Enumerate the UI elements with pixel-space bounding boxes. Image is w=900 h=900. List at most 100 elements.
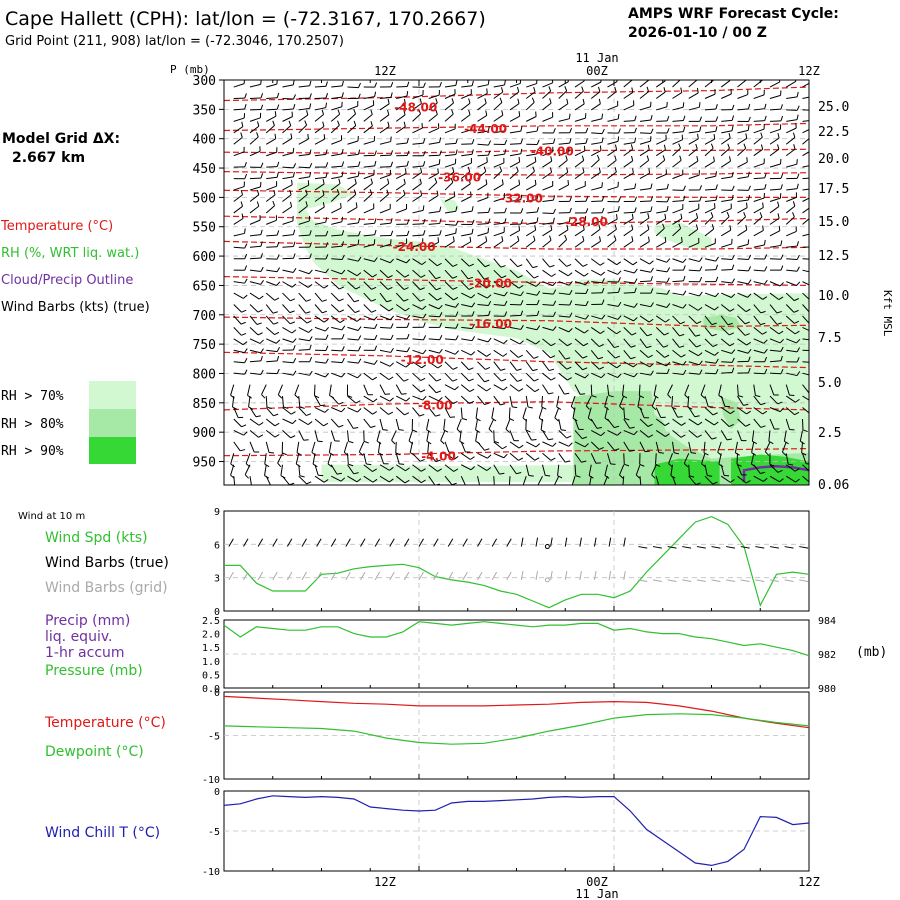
wind-barb-flag [682, 304, 687, 309]
wind-barb-flag [715, 184, 718, 190]
wind-barb [412, 178, 422, 191]
wind-barb-flag [699, 185, 702, 191]
wind-barb-flag [759, 212, 763, 218]
wind-barb-staff [672, 258, 683, 263]
wind-barb-staff [298, 418, 309, 426]
wind-barb-flag [582, 355, 588, 359]
wind-barb-flag [568, 113, 571, 119]
wind-barb-staff [753, 475, 764, 482]
wind-barb [721, 194, 734, 202]
wind-barb-staff [688, 464, 690, 476]
wind-barb-flag [552, 195, 556, 201]
wind-barb-flag [681, 237, 683, 243]
wind-barb-staff [427, 441, 430, 453]
wind-barb-staff [282, 372, 294, 376]
wind-barb-flag [406, 160, 409, 166]
wind-barb-staff [395, 384, 402, 395]
wind-barb-flag [406, 91, 409, 97]
wind-barb [703, 441, 709, 456]
wind-barb-flag [435, 287, 441, 291]
wind-barb-flag [485, 179, 488, 185]
wind-barb-staff [703, 441, 706, 453]
wind-barb-flag [662, 155, 666, 161]
wind-barb [737, 89, 749, 99]
wind-barb-flag [747, 279, 752, 285]
wind-barb-flag [794, 80, 797, 82]
dewpoint-line [223, 713, 810, 745]
wind-barb-flag [395, 452, 401, 456]
height-tick-label: 12.5 [818, 249, 849, 264]
wind-barb-staff [526, 211, 538, 214]
wind-barb-staff [785, 205, 796, 214]
wind-barb-flag [244, 173, 248, 179]
wind-barb-flag [731, 185, 735, 191]
wind-barb-staff [558, 221, 570, 225]
wind-barb-flag [518, 179, 521, 185]
wind-barb [684, 384, 690, 399]
wind-barb-flag [388, 376, 394, 381]
wind-barb-flag [548, 392, 554, 395]
wind-barb [737, 103, 751, 111]
wind-barb [282, 111, 293, 122]
wind-barb-staff [379, 315, 391, 321]
wind-barb-staff [651, 464, 657, 475]
wind-barb [590, 441, 604, 450]
wind-barb [395, 441, 401, 456]
wind-barb [769, 115, 784, 122]
wind-barb [607, 214, 618, 225]
wind-barb [525, 97, 535, 111]
wind-barb [444, 464, 459, 472]
wind-barb-staff [607, 91, 617, 99]
wind-barb-flag [600, 432, 606, 437]
wind-barb-flag [323, 479, 329, 483]
wind-barb-flag [373, 316, 378, 321]
wind-barb-staff [764, 441, 771, 453]
wind-barb-staff [245, 453, 251, 464]
wind-barb [574, 441, 589, 448]
wind-barb-staff [477, 183, 488, 191]
wind-barb [785, 407, 800, 416]
grid-wind-barb [477, 571, 483, 581]
wind-barb [704, 475, 718, 485]
wind-barb [331, 161, 345, 168]
wind-barb [672, 213, 683, 225]
wind-barb [412, 475, 426, 484]
wind-barb-staff [282, 338, 294, 343]
wind-barb [720, 156, 731, 168]
wind-barb-flag [435, 109, 438, 115]
wind-barb-flag [600, 373, 606, 379]
wind-barb-staff [802, 453, 807, 464]
wind-barb-staff [737, 161, 748, 168]
wind-barb-flag [650, 288, 654, 294]
wind-barb-staff [802, 338, 809, 341]
wind-barb [688, 196, 702, 202]
wind-barb-staff [704, 304, 715, 311]
wind-barb [493, 166, 503, 179]
true-wind-barb [418, 538, 424, 547]
wind-barb-staff [298, 124, 307, 134]
wind-barb-flag [666, 205, 669, 212]
wind-barb-staff [753, 188, 765, 191]
temperature-contour-label: -8.00 [418, 399, 453, 413]
wind-barb-flag [777, 133, 780, 139]
height-tick-label: 2.5 [818, 426, 841, 441]
wind-barb [396, 81, 410, 88]
wind-barb-staff [428, 452, 437, 462]
wind-barb-flag [614, 224, 617, 230]
wind-barb-staff [363, 258, 375, 263]
wind-barb-flag [309, 370, 313, 376]
wind-barb-flag [468, 367, 474, 371]
wind-barb-flag [553, 208, 556, 214]
wind-barb-staff [493, 304, 505, 306]
wind-barb-staff [623, 418, 631, 429]
wind-barb-staff [232, 396, 235, 408]
wind-barb-flag [589, 487, 593, 490]
wind-barb [802, 407, 809, 414]
wind-barb-staff [525, 240, 536, 248]
wind-barb-flag [600, 330, 605, 335]
cross-section-frame [223, 79, 810, 486]
height-tick-label: 25.0 [818, 100, 849, 115]
wind-barb [623, 361, 638, 368]
wind-barb [607, 372, 622, 378]
wind-barb-staff [363, 193, 373, 202]
